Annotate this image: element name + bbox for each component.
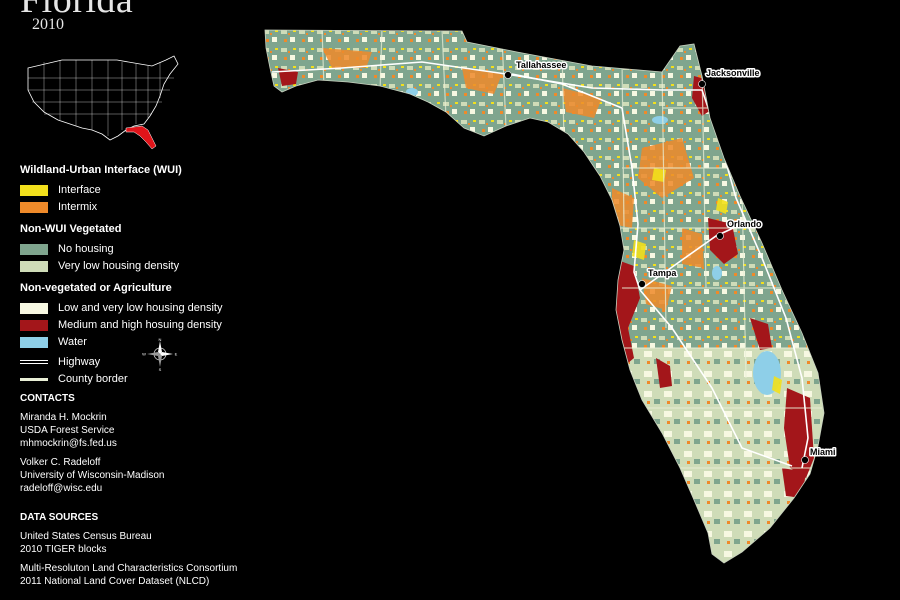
swatch-water [20, 336, 48, 348]
legend-label: County border [58, 373, 128, 385]
legend-item-intermix: Intermix [20, 199, 250, 215]
map-year: 2010 [32, 16, 64, 33]
source-line: Multi-Resoluton Land Characteristics Con… [20, 563, 238, 574]
swatch-county-border [20, 374, 48, 385]
legend-item-no-housing: No housing [20, 241, 250, 257]
source-line: 2010 TIGER blocks [20, 544, 107, 555]
legend-item-high-density: Medium and high hosuing density [20, 317, 250, 333]
source-line: 2011 National Land Cover Dataset (NLCD) [20, 576, 210, 587]
legend-item-low-density: Low and very low housing density [20, 300, 250, 316]
city-miami: Miami [801, 446, 837, 464]
city-tallahassee: Tallahassee [504, 59, 568, 79]
legend-label: Medium and high hosuing density [58, 319, 222, 331]
city-markers: Tallahassee Jacksonville Orlando Tampa M… [504, 59, 837, 464]
legend-label: No housing [58, 243, 114, 255]
legend-label: Interface [58, 184, 101, 196]
legend-heading-non-wui: Non-WUI Vegetated [20, 223, 122, 235]
city-label-miami: Miami [810, 447, 836, 457]
state-borders [28, 60, 174, 136]
legend-item-interface: Interface [20, 182, 250, 198]
legend-label: Intermix [58, 201, 98, 213]
city-orlando: Orlando [716, 218, 764, 240]
swatch-highway [20, 357, 48, 368]
contacts-section: CONTACTS Miranda H. Mockrin USDA Forest … [20, 392, 280, 495]
contacts-heading: CONTACTS [20, 393, 75, 404]
city-label-tallahassee: Tallahassee [516, 60, 566, 70]
legend-heading-non-veg: Non-vegetated or Agriculture [20, 282, 172, 294]
contact-email: radeloff@wisc.edu [20, 483, 103, 494]
data-sources-heading: DATA SOURCES [20, 512, 99, 523]
florida-highlight [125, 125, 157, 150]
legend-label: Water [58, 336, 87, 348]
legend-item-highway: Highway [20, 354, 250, 370]
map-title: Florida [20, 0, 134, 21]
city-label-tampa: Tampa [648, 268, 677, 278]
source-line: United States Census Bureau [20, 531, 152, 542]
wui-interface [632, 168, 782, 394]
compass-w: W [142, 352, 146, 357]
legend-item-water: Water [20, 334, 250, 350]
data-sources-section: DATA SOURCES United States Census Bureau… [20, 511, 300, 588]
city-label-jacksonville: Jacksonville [706, 68, 760, 78]
legend-label: Very low housing density [58, 260, 180, 272]
city-label-orlando: Orlando [727, 219, 762, 229]
contact-email: mhmockrin@fs.fed.us [20, 438, 117, 449]
contact-name: Miranda H. Mockrin [20, 412, 107, 423]
county-borders [321, 30, 822, 469]
swatch-high-density [20, 319, 48, 331]
conus-outline [27, 55, 179, 141]
swatch-low-density [20, 302, 48, 314]
legend-item-county-border: County border [20, 371, 250, 387]
legend-item-very-low-density: Very low housing density [20, 258, 250, 274]
contact-name: Volker C. Radeloff [20, 457, 101, 468]
legend-label: Low and very low housing density [58, 302, 223, 314]
city-jacksonville: Jacksonville [698, 67, 761, 88]
compass-rose-icon: N S E W [142, 337, 178, 372]
swatch-no-housing [20, 243, 48, 255]
us-locator-inset [27, 55, 179, 150]
swatch-very-low-density [20, 260, 48, 272]
florida-wui-map: Tallahassee Jacksonville Orlando Tampa M… [264, 29, 837, 564]
legend-heading-wui: Wildland-Urban Interface (WUI) [20, 164, 182, 176]
legend-label: Highway [58, 356, 101, 368]
contact-org: University of Wisconsin-Madison [20, 470, 165, 481]
compass-s: S [159, 367, 162, 372]
compass-e: E [175, 352, 178, 357]
swatch-interface [20, 184, 48, 196]
map-legend: Wildland-Urban Interface (WUI) Interface… [20, 163, 250, 388]
land-cover [265, 30, 824, 563]
city-tampa: Tampa [638, 267, 679, 288]
swatch-intermix [20, 201, 48, 213]
compass-n: N [159, 337, 162, 342]
contact-org: USDA Forest Service [20, 425, 115, 436]
